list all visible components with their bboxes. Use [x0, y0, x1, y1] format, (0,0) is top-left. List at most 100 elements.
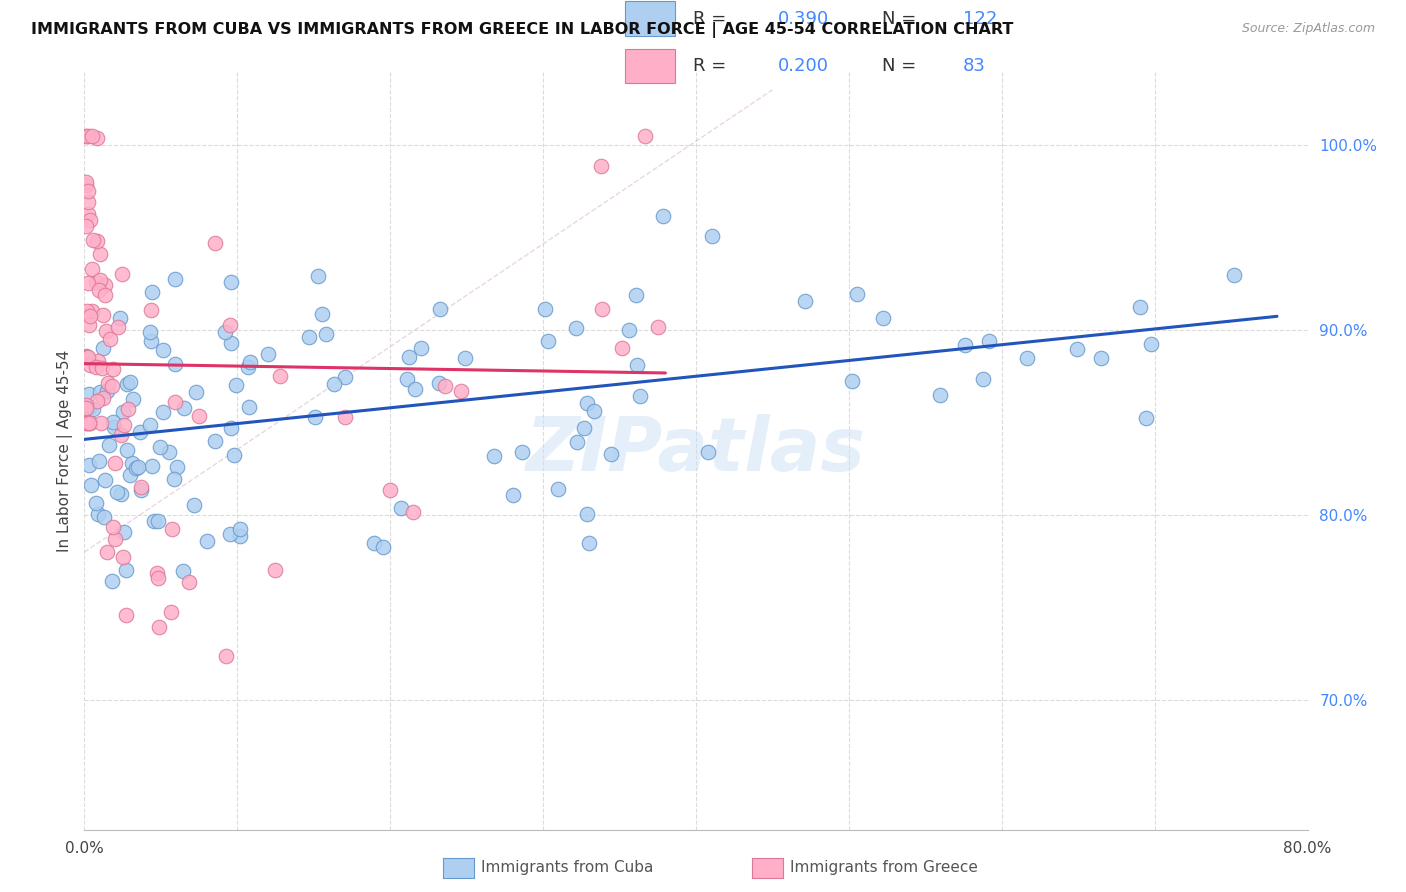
Point: [652, 209, 675, 223]
Point: [75, 129, 97, 144]
Point: [142, 514, 165, 528]
Point: [398, 350, 420, 364]
Point: [139, 325, 162, 339]
Point: [76, 206, 98, 220]
Point: [547, 482, 569, 496]
Point: [221, 275, 243, 289]
Point: [204, 235, 226, 250]
Point: [80, 129, 103, 144]
Point: [75, 398, 97, 412]
Point: [264, 563, 287, 577]
Point: [152, 405, 174, 419]
Point: [626, 358, 648, 372]
Point: [1090, 351, 1112, 366]
Point: [75, 401, 97, 415]
Point: [110, 428, 132, 442]
Point: [165, 271, 187, 285]
Point: [125, 461, 148, 475]
Point: [148, 620, 170, 634]
Point: [972, 372, 994, 386]
Point: [236, 359, 259, 374]
Point: [118, 468, 141, 483]
Text: 0.200: 0.200: [778, 57, 830, 75]
Point: [311, 307, 333, 321]
Point: [846, 287, 869, 301]
Point: [238, 400, 260, 414]
Point: [96, 545, 118, 559]
Bar: [626, 48, 675, 83]
Point: [76, 129, 98, 144]
Point: [841, 374, 863, 388]
Point: [93, 341, 115, 355]
Point: [77, 277, 100, 291]
Point: [215, 649, 238, 664]
Point: [696, 445, 718, 459]
Point: [115, 443, 138, 458]
Text: 0.390: 0.390: [778, 10, 830, 28]
Point: [97, 438, 120, 452]
Point: [157, 445, 180, 459]
Point: [172, 564, 194, 578]
Point: [582, 403, 605, 417]
Point: [77, 318, 100, 333]
Point: [97, 376, 120, 390]
Point: [1015, 351, 1038, 365]
Text: Immigrants from Cuba: Immigrants from Cuba: [481, 861, 654, 875]
Point: [84, 359, 107, 374]
Point: [1135, 410, 1157, 425]
Point: [794, 293, 817, 308]
Point: [702, 229, 724, 244]
Point: [121, 456, 143, 470]
Point: [510, 445, 533, 459]
Point: [105, 484, 128, 499]
Point: [537, 334, 560, 348]
Point: [929, 388, 952, 402]
Point: [91, 392, 114, 406]
Point: [141, 285, 163, 300]
Point: [429, 302, 451, 317]
Point: [564, 320, 586, 334]
Point: [163, 357, 186, 371]
Point: [84, 276, 107, 290]
Point: [146, 571, 169, 585]
Point: [104, 456, 127, 470]
Point: [112, 524, 135, 539]
Point: [146, 566, 169, 581]
Point: [401, 505, 423, 519]
Text: ZIPatlas: ZIPatlas: [526, 414, 866, 487]
Point: [94, 324, 117, 338]
Text: R =: R =: [693, 57, 731, 75]
Point: [82, 402, 104, 417]
Point: [98, 332, 121, 346]
Point: [82, 261, 104, 276]
Point: [77, 458, 100, 472]
Point: [76, 350, 98, 364]
Point: [624, 287, 647, 301]
Point: [148, 440, 170, 454]
Point: [378, 483, 401, 498]
Point: [87, 354, 110, 368]
Point: [173, 401, 195, 416]
Point: [89, 273, 111, 287]
Point: [146, 515, 169, 529]
Point: [409, 341, 432, 355]
Point: [576, 507, 599, 521]
Text: N =: N =: [882, 57, 928, 75]
Point: [1140, 337, 1163, 351]
Point: [129, 480, 152, 494]
Text: Immigrants from Greece: Immigrants from Greece: [790, 861, 979, 875]
Point: [75, 219, 97, 234]
Point: [77, 386, 100, 401]
Point: [107, 320, 129, 334]
Text: Source: ZipAtlas.com: Source: ZipAtlas.com: [1241, 22, 1375, 36]
Point: [184, 385, 207, 400]
Point: [111, 267, 134, 281]
Point: [115, 376, 138, 391]
Point: [371, 540, 394, 554]
Point: [160, 605, 183, 619]
Point: [434, 379, 457, 393]
Point: [108, 310, 131, 325]
Y-axis label: In Labor Force | Age 45-54: In Labor Force | Age 45-54: [58, 350, 73, 551]
Point: [87, 283, 110, 297]
Point: [75, 176, 97, 190]
